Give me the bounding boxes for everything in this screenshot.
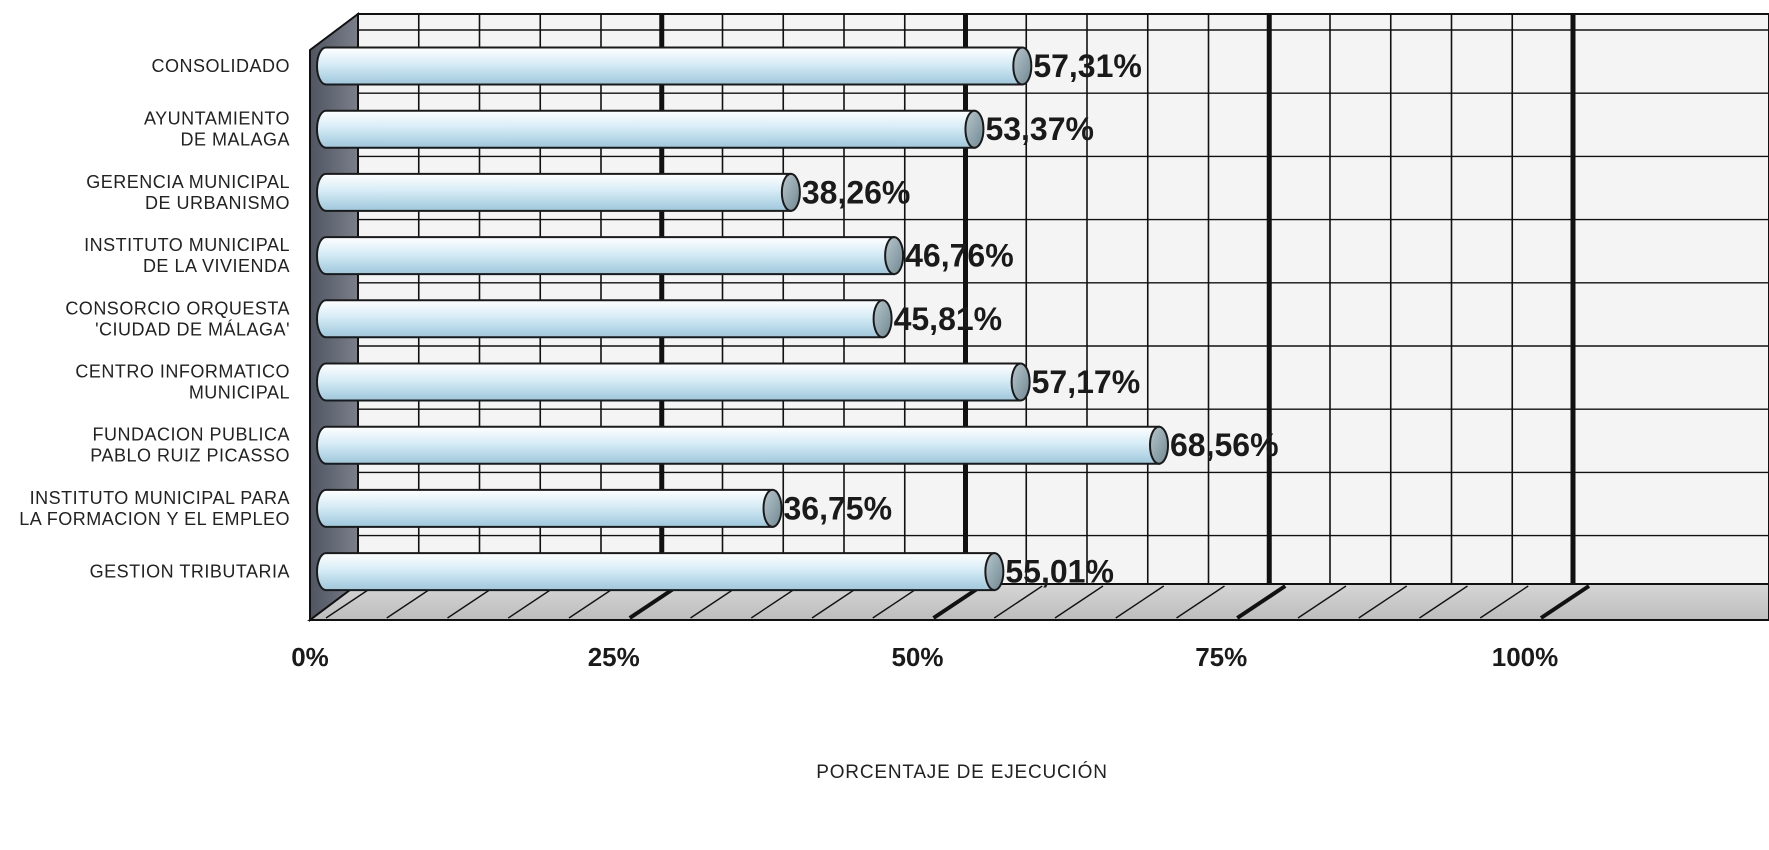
- floor-hatch-line: [750, 585, 800, 619]
- floor-hatch-line: [811, 585, 861, 619]
- floor-hatch-line: [993, 585, 1043, 619]
- bar-value-label: 53,37%: [985, 111, 1094, 147]
- floor-hatch-line: [568, 585, 618, 619]
- bar: 53,37%: [316, 109, 1094, 149]
- category-label: LA FORMACION Y EL EMPLEO: [19, 509, 290, 529]
- category-label: DE LA VIVIENDA: [143, 256, 290, 276]
- bar-end-cap: [884, 236, 905, 276]
- bar-value-label: 57,17%: [1032, 364, 1141, 400]
- x-tick-label: 100%: [1492, 642, 1559, 672]
- bar-end-cap: [872, 299, 893, 339]
- bar-end-cap: [1012, 46, 1033, 86]
- bar: 38,26%: [316, 172, 911, 212]
- bar: 68,56%: [316, 425, 1279, 465]
- category-label: PABLO RUIZ PICASSO: [90, 446, 290, 466]
- bar-body: [316, 425, 1160, 465]
- bar: 55,01%: [316, 552, 1114, 592]
- bar-body: [316, 362, 1022, 402]
- floor-hatch-line: [872, 585, 922, 619]
- bar-end-cap: [780, 172, 801, 212]
- bar: 45,81%: [316, 299, 1003, 339]
- category-label: GESTION TRIBUTARIA: [90, 562, 290, 582]
- floor-hatch-line: [1297, 585, 1347, 619]
- bar-end-cap: [964, 109, 985, 149]
- x-tick-label: 25%: [588, 642, 640, 672]
- category-label: FUNDACION PUBLICA: [92, 425, 290, 445]
- floor-hatch-line: [1358, 585, 1408, 619]
- bar-body: [316, 299, 884, 339]
- category-label: AYUNTAMIENTO: [144, 109, 290, 129]
- bar-value-label: 46,76%: [905, 238, 1014, 274]
- x-tick-label: 75%: [1195, 642, 1247, 672]
- floor-hatch-line: [1054, 585, 1104, 619]
- bar-body: [316, 109, 976, 149]
- x-axis-title: PORCENTAJE DE EJECUCIÓN: [816, 761, 1107, 783]
- x-tick-label: 50%: [891, 642, 943, 672]
- bar-end-cap: [1149, 425, 1170, 465]
- floor-hatch-line: [1115, 585, 1165, 619]
- floor-hatch-line: [507, 585, 557, 619]
- category-label: INSTITUTO MUNICIPAL PARA: [30, 488, 290, 508]
- bar-end-cap: [984, 552, 1005, 592]
- bar-end-cap: [1010, 362, 1031, 402]
- bar: 57,31%: [316, 46, 1142, 86]
- x-tick-label: 0%: [291, 642, 329, 672]
- bars-layer: 57,31% 53,37% 38,26% 46,76% 45,81% 57,17% 68,5…: [316, 46, 1279, 592]
- category-label: DE MALAGA: [180, 130, 290, 150]
- bar-value-label: 45,81%: [894, 301, 1003, 337]
- floor-hatch-line: [1236, 584, 1287, 620]
- bar-body: [316, 172, 792, 212]
- category-label: INSTITUTO MUNICIPAL: [84, 235, 290, 255]
- bar-value-label: 57,31%: [1033, 48, 1142, 84]
- floor-hatch-line: [628, 584, 679, 620]
- category-label: 'CIUDAD DE MÁLAGA': [95, 319, 290, 339]
- floor-hatch-line: [1176, 585, 1225, 619]
- floor-hatch-line: [1419, 585, 1468, 619]
- floor-hatch-line: [325, 585, 375, 619]
- category-label: MUNICIPAL: [189, 383, 290, 403]
- bar-value-label: 38,26%: [802, 174, 911, 210]
- bar-body: [316, 488, 774, 528]
- bar-value-label: 68,56%: [1170, 427, 1279, 463]
- bar-body: [316, 236, 896, 276]
- bar-value-label: 55,01%: [1005, 554, 1114, 590]
- floor-hatching: [325, 584, 1591, 620]
- bar-body: [316, 552, 996, 592]
- category-label: CONSOLIDADO: [151, 56, 290, 76]
- floor-hatch-line: [447, 585, 496, 619]
- bar-value-label: 36,75%: [784, 490, 893, 526]
- category-label: GERENCIA MUNICIPAL: [86, 172, 290, 192]
- x-tick-labels: 0% 25% 50% 75% 100%: [291, 642, 1558, 672]
- bar-body: [316, 46, 1024, 86]
- bar: 57,17%: [316, 362, 1141, 402]
- bar-end-cap: [762, 488, 783, 528]
- category-label: DE URBANISMO: [145, 193, 290, 213]
- floor-hatch-line: [690, 585, 739, 619]
- bar: 46,76%: [316, 236, 1014, 276]
- major-gridlines: [659, 14, 1576, 584]
- floor-hatch-line: [1539, 584, 1591, 620]
- plot-floor: [307, 583, 1769, 621]
- category-label: CONSORCIO ORQUESTA: [65, 298, 290, 318]
- floor-hatch-line: [386, 585, 436, 619]
- floor-hatch-line: [932, 584, 983, 620]
- bar: 36,75%: [316, 488, 893, 528]
- category-label: CENTRO INFORMATICO: [75, 362, 290, 382]
- floor-hatch-line: [1479, 585, 1529, 619]
